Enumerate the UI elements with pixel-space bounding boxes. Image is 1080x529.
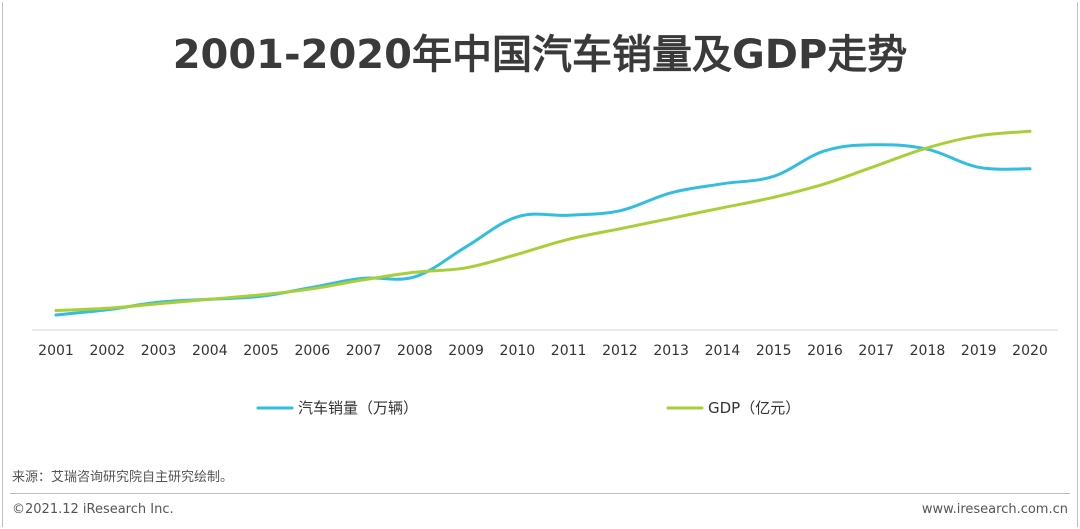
x-tick-label: 2013 — [653, 343, 689, 359]
page-title: 2001-2020年中国汽车销量及GDP走势 — [172, 32, 908, 78]
x-tick-label: 2008 — [397, 343, 433, 359]
x-tick-label: 2017 — [858, 343, 894, 359]
x-tick-label: 2020 — [1012, 343, 1048, 359]
x-tick-label: 2009 — [448, 343, 484, 359]
legend-label: 汽车销量（万辆） — [298, 399, 418, 417]
x-tick-label: 2015 — [756, 343, 792, 359]
x-tick-label: 2007 — [346, 343, 382, 359]
x-axis-ticks: 2001 2002 2003 2004 2005 2006 2007 2008 2009 2010… — [38, 343, 1048, 359]
x-tick-label: 2006 — [294, 343, 330, 359]
x-tick-label: 2010 — [500, 343, 536, 359]
line-chart: 2001 2002 2003 2004 2005 2006 2007 2008 2009 2010… — [32, 129, 1058, 417]
x-tick-label: 2011 — [551, 343, 587, 359]
x-tick-label: 2019 — [961, 343, 997, 359]
x-tick-label: 2001 — [38, 343, 74, 359]
copyright-text: ©2021.12 iResearch Inc. — [12, 502, 174, 517]
x-tick-label: 2018 — [910, 343, 946, 359]
footer-divider — [10, 493, 1070, 494]
series-line-gdp — [54, 129, 1032, 312]
x-tick-label: 2014 — [705, 343, 741, 359]
series-lines — [54, 129, 1032, 317]
x-tick-label: 2016 — [807, 343, 843, 359]
x-tick-label: 2003 — [141, 343, 177, 359]
x-tick-label: 2012 — [602, 343, 638, 359]
legend-label: GDP（亿元） — [708, 399, 800, 417]
source-note: 来源：艾瑞咨询研究院自主研究绘制。 — [12, 470, 234, 485]
legend: 汽车销量（万辆） GDP（亿元） — [256, 399, 800, 417]
series-line-car-sales — [54, 143, 1032, 317]
x-tick-label: 2002 — [89, 343, 125, 359]
website-link[interactable]: www.iresearch.com.cn — [921, 502, 1068, 517]
x-tick-label: 2005 — [243, 343, 279, 359]
x-tick-label: 2004 — [192, 343, 228, 359]
